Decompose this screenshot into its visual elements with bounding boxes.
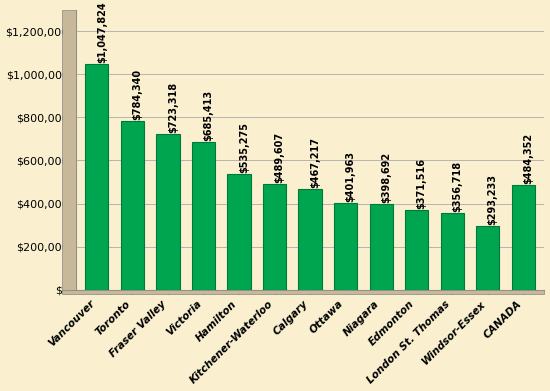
Bar: [370, 204, 393, 289]
Bar: [192, 142, 215, 289]
Text: $484,352: $484,352: [523, 133, 533, 184]
Bar: [512, 185, 535, 289]
Text: $685,413: $685,413: [204, 90, 213, 141]
Bar: [405, 210, 428, 289]
Bar: [441, 213, 464, 289]
Text: $535,275: $535,275: [239, 122, 249, 173]
Bar: [263, 184, 286, 289]
Text: $784,340: $784,340: [133, 69, 142, 120]
Text: $467,217: $467,217: [310, 137, 320, 188]
Bar: [228, 174, 251, 289]
Bar: [334, 203, 357, 289]
Bar: [85, 64, 108, 289]
Bar: [476, 226, 499, 289]
Text: $1,047,824: $1,047,824: [97, 2, 107, 63]
Bar: [156, 134, 179, 289]
Text: $293,233: $293,233: [488, 174, 498, 225]
Text: $371,516: $371,516: [416, 158, 427, 208]
Text: $401,963: $401,963: [345, 151, 355, 202]
Text: $356,718: $356,718: [452, 161, 462, 212]
Text: $398,692: $398,692: [381, 152, 391, 203]
Text: $489,607: $489,607: [274, 132, 284, 183]
Bar: [121, 121, 144, 289]
Text: $723,318: $723,318: [168, 82, 178, 133]
Bar: [299, 189, 322, 289]
